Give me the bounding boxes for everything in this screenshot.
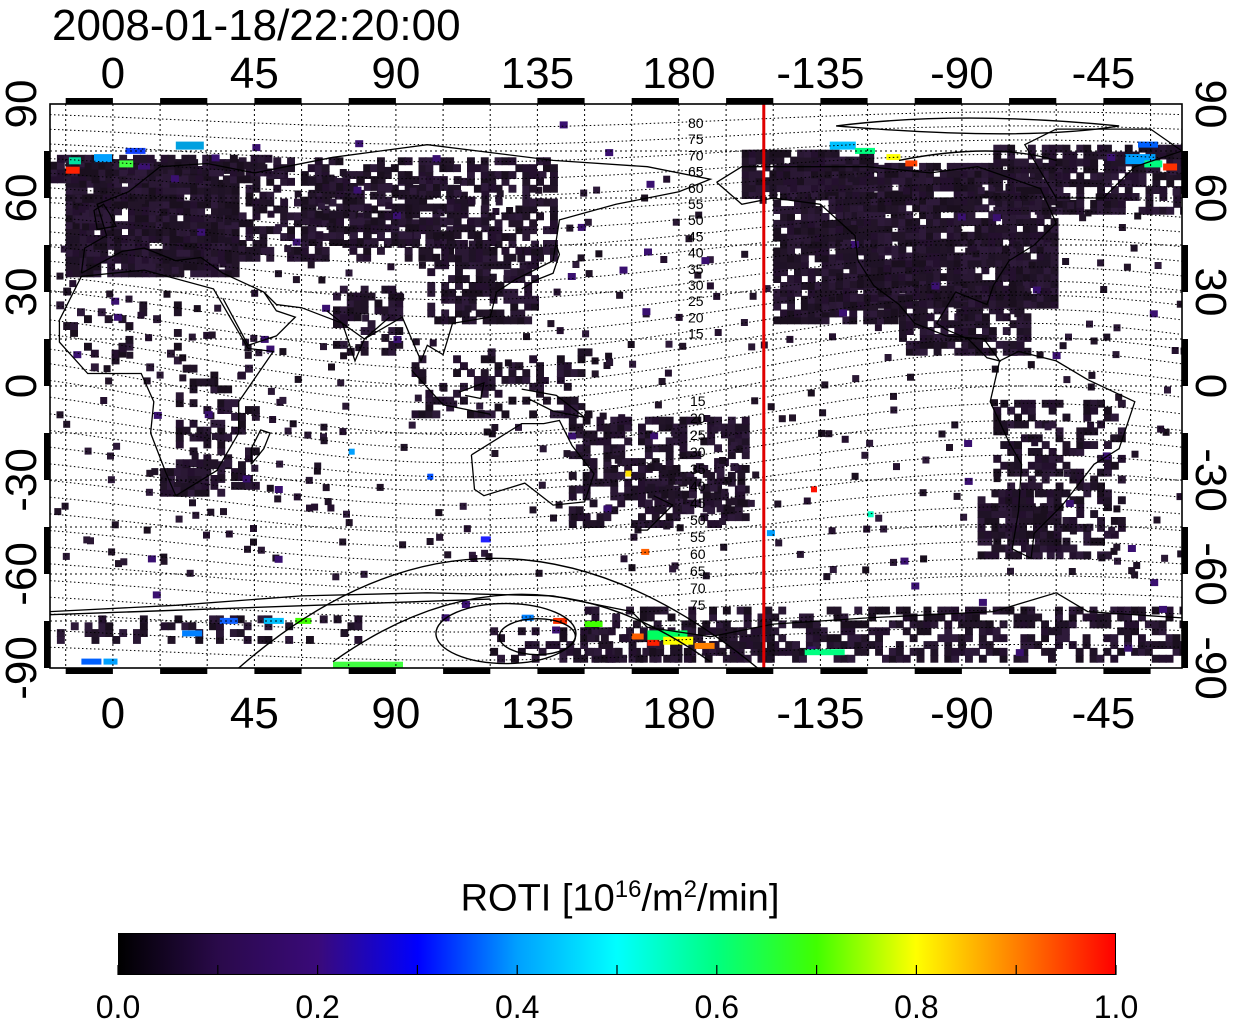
- coastline-12: [989, 350, 1136, 560]
- contour-label-n-30: 30: [688, 277, 704, 293]
- colorbar-label-unit: /m: [641, 877, 684, 920]
- coastline-4: [411, 369, 491, 415]
- lat-label-left-4: -30: [0, 448, 46, 512]
- magnetic-latitude-contours: [50, 111, 1182, 661]
- lon-label-top-4: 180: [642, 49, 715, 98]
- coastline-9: [638, 495, 674, 531]
- contour-label-n-55: 55: [688, 196, 704, 212]
- contour-label-s-30: 30: [690, 444, 706, 460]
- lon-label-top-5: -135: [776, 49, 864, 98]
- contour-label-n-40: 40: [688, 245, 704, 261]
- contour-label-n-60: 60: [688, 180, 704, 196]
- colorbar: [118, 933, 1116, 975]
- contour-labels: 8075706560555045403530252015152025303540…: [688, 115, 706, 613]
- contour-label-s-50: 50: [690, 512, 706, 528]
- lat-label-left-3: 0: [0, 374, 46, 398]
- lat-label-right-1: 60: [1186, 174, 1235, 223]
- contour-label-s-75: 75: [690, 597, 706, 613]
- contour-label-n-70: 70: [688, 147, 704, 163]
- colorbar-label-main: ROTI [10: [460, 877, 615, 920]
- contour-label-s-15: 15: [690, 393, 706, 409]
- lat-label-right-6: -90: [1186, 636, 1235, 700]
- lat-label-right-5: -60: [1186, 542, 1235, 606]
- lon-label-bottom-2: 90: [371, 689, 420, 738]
- contour-label-n-65: 65: [688, 164, 704, 180]
- lon-label-bottom-4: 180: [642, 689, 715, 738]
- lon-label-top-0: 0: [101, 49, 125, 98]
- lon-label-top-3: 135: [501, 49, 574, 98]
- contour-label-n-25: 25: [688, 293, 704, 309]
- contour-label-s-65: 65: [690, 563, 706, 579]
- lon-label-top-6: -90: [930, 49, 994, 98]
- contour-label-n-45: 45: [688, 228, 704, 244]
- coastline-5: [458, 381, 485, 400]
- lon-label-bottom-1: 45: [230, 689, 279, 738]
- contour-label-s-70: 70: [690, 580, 706, 596]
- contour-label-s-35: 35: [690, 461, 706, 477]
- contour-label-s-25: 25: [690, 427, 706, 443]
- lat-label-left-0: 90: [0, 80, 46, 129]
- lat-label-left-5: -60: [0, 542, 46, 606]
- contour-label-n-15: 15: [688, 326, 704, 342]
- colorbar-label-exponent: 16: [614, 876, 642, 903]
- contour-label-n-35: 35: [688, 261, 704, 277]
- coastline-11: [1023, 128, 1182, 199]
- lat-label-right-2: 30: [1186, 268, 1235, 317]
- lon-label-bottom-6: -90: [930, 689, 994, 738]
- contour-label-s-20: 20: [690, 410, 706, 426]
- coastline-8: [470, 419, 595, 506]
- lon-label-top-2: 90: [371, 49, 420, 98]
- lat-label-right-0: 90: [1186, 80, 1235, 129]
- lon-label-bottom-0: 0: [101, 689, 125, 738]
- lat-label-left-6: -90: [0, 636, 46, 700]
- timestamp-title: 2008-01-18/22:20:00: [52, 1, 461, 50]
- coastline-13: [50, 592, 1182, 638]
- coastline-6: [521, 388, 585, 418]
- contour-label-n-20: 20: [688, 309, 704, 325]
- contour-label-n-50: 50: [688, 212, 704, 228]
- colorbar-label-end: /min]: [697, 877, 780, 920]
- lon-label-top-7: -45: [1072, 49, 1136, 98]
- contour-label-s-60: 60: [690, 546, 706, 562]
- axis-labels: 0 45 90 135 180 -135 -90 -45 0 45 90 135 180 -135 -90 -…: [0, 49, 1235, 738]
- coastline-7: [521, 244, 561, 290]
- colorbar-title: ROTI [1016/m2/min]: [0, 868, 1240, 921]
- frame-ticks: [44, 98, 1188, 674]
- lon-label-bottom-7: -45: [1072, 689, 1136, 738]
- coastline-14: [250, 429, 271, 465]
- auroral-oval-contours: [50, 117, 1120, 668]
- coastline-2: [222, 291, 297, 347]
- lon-label-bottom-5: -135: [776, 689, 864, 738]
- lat-label-left-2: 30: [0, 268, 46, 317]
- contour-label-n-80: 80: [688, 115, 704, 131]
- contour-label-s-55: 55: [690, 529, 706, 545]
- lat-label-left-1: 60: [0, 174, 46, 223]
- colorbar-label-exponent-2: 2: [683, 876, 698, 903]
- contour-label-s-45: 45: [690, 495, 706, 511]
- contour-label-n-75: 75: [688, 131, 704, 147]
- lat-label-right-4: -30: [1186, 448, 1235, 512]
- lon-label-bottom-3: 135: [501, 689, 574, 738]
- lat-label-right-3: 0: [1186, 374, 1235, 398]
- contour-label-s-40: 40: [690, 478, 706, 494]
- lon-label-top-1: 45: [230, 49, 279, 98]
- coastline-1: [80, 144, 713, 363]
- coastline-15: [93, 203, 117, 230]
